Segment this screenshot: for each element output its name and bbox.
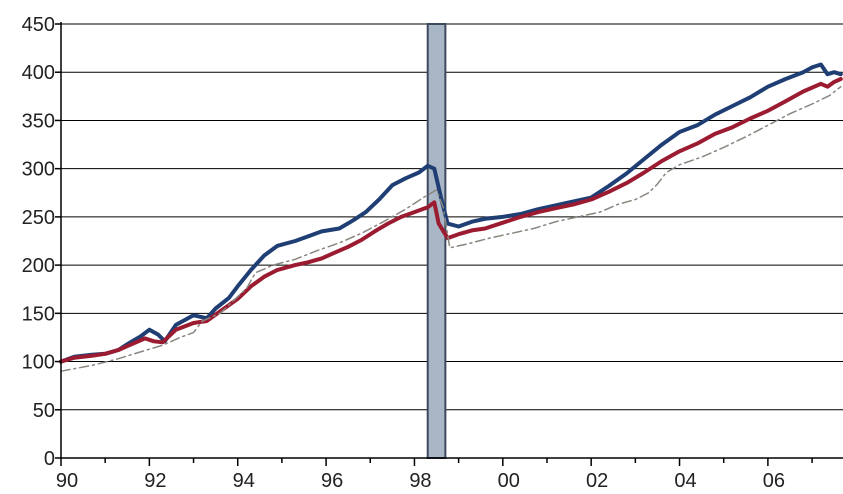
y-tick-label: 0	[44, 448, 55, 470]
x-tick-label: 00	[498, 470, 520, 492]
y-tick-label: 300	[22, 159, 55, 181]
x-tick-label: 98	[409, 470, 431, 492]
y-tick-label: 100	[22, 352, 55, 374]
x-tick-label: 06	[763, 470, 785, 492]
shaded-band-rect	[426, 23, 447, 459]
y-tick-labels: 0 50 100 150 200 250 300 350 400 450	[22, 14, 55, 470]
gridlines	[61, 23, 843, 411]
x-tick-labels: 90 92 94 96 98 00 02 04 06	[56, 470, 785, 492]
series-line-3	[60, 85, 842, 372]
y-tick-label: 50	[33, 400, 55, 422]
axes	[55, 22, 843, 466]
shaded-band	[426, 23, 447, 459]
y-tick-label: 150	[22, 303, 55, 325]
series-lines	[59, 62, 843, 372]
x-tick-label: 04	[674, 470, 696, 492]
x-tick-label: 94	[233, 470, 255, 492]
y-tick-label: 350	[22, 110, 55, 132]
y-tick-label: 450	[22, 14, 55, 36]
y-tick-label: 250	[22, 207, 55, 229]
x-tick-label: 92	[144, 470, 166, 492]
x-tick-label: 96	[321, 470, 343, 492]
x-tick-label: 02	[586, 470, 608, 492]
series-line-1	[59, 62, 843, 364]
y-tick-label: 400	[22, 62, 55, 84]
series-line-2	[59, 77, 843, 364]
y-tick-label: 200	[22, 255, 55, 277]
x-tick-label: 90	[56, 470, 78, 492]
